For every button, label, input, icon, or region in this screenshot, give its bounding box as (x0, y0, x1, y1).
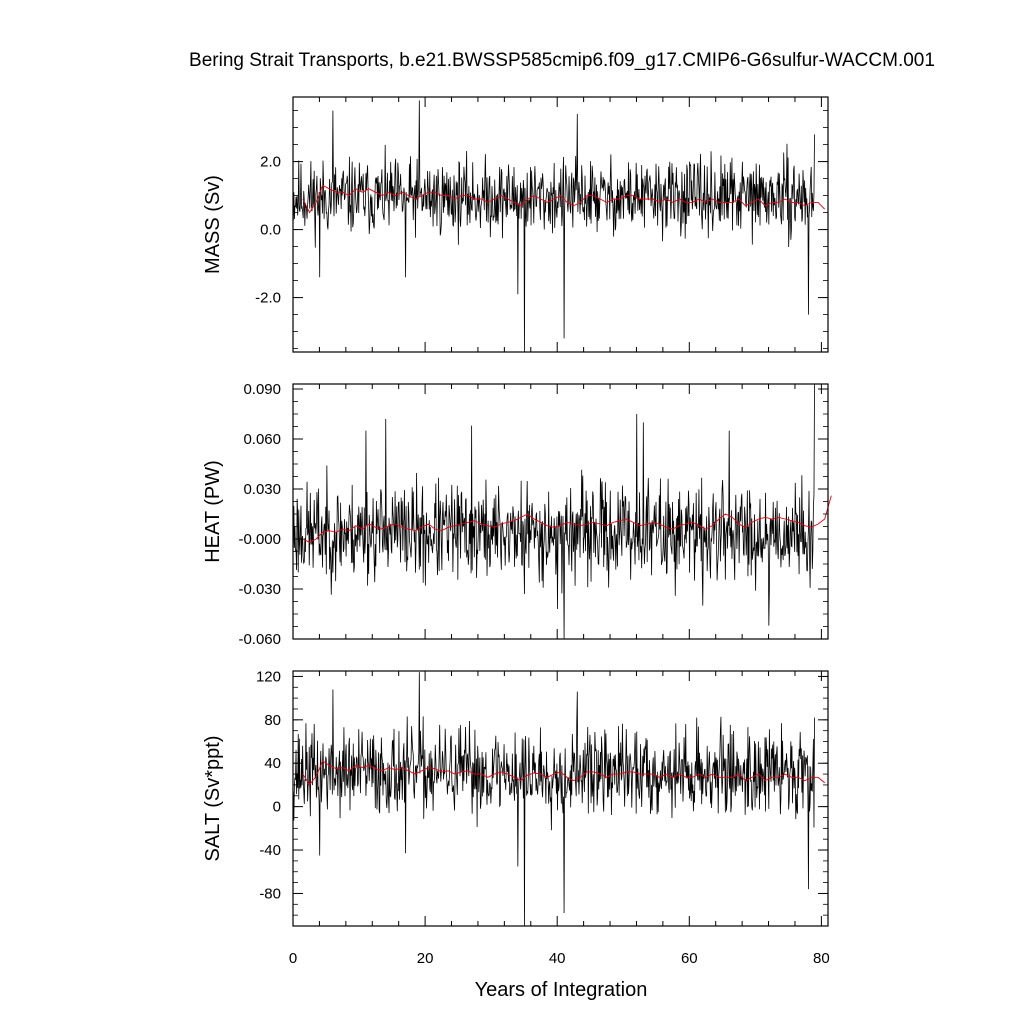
y-tick-label: -0.000 (238, 531, 281, 548)
panel-frame (292, 383, 829, 640)
y-tick-label: -0.030 (238, 581, 281, 598)
x-tick-label: 0 (289, 950, 297, 967)
y-tick-label: -80 (259, 885, 281, 902)
series-annual-mean-line (302, 495, 832, 543)
y-axis-label: HEAT (PW) (202, 460, 224, 563)
y-tick-label: 0.090 (243, 381, 281, 398)
y-tick-label: -40 (259, 842, 281, 859)
y-tick-label: 80 (264, 712, 281, 729)
y-tick-label: 0.0 (260, 222, 281, 239)
y-tick-label: 120 (256, 668, 281, 685)
panel-1: 2.0 0.0 -2.0 MASS (Sv) (202, 96, 829, 353)
y-tick-label: 0.030 (243, 481, 281, 498)
panel-2: 0.090 0.060 0.030 -0.000 -0.030 -0.060 HEAT (P… (202, 381, 832, 648)
y-tick-label: 2.0 (260, 154, 281, 171)
chart-title: Bering Strait Transports, b.e21.BWSSP585… (189, 50, 935, 71)
y-tick-label: -0.060 (238, 631, 281, 648)
panel-frame (292, 96, 829, 353)
x-tick-label: 60 (681, 950, 698, 967)
panel-frame (292, 670, 829, 927)
series-annual-mean-line (302, 184, 826, 214)
x-tick-label: 20 (417, 950, 434, 967)
panel-3: 120 80 40 0 -40 -80 SALT (Sv*ppt) 0 20 40 60 80 (202, 668, 830, 967)
x-tick-label: 80 (813, 950, 830, 967)
series-monthly-line (292, 100, 815, 353)
y-tick-label: 0 (273, 799, 281, 816)
y-tick-label: 0.060 (243, 431, 281, 448)
y-tick-label: 40 (264, 755, 281, 772)
panels: 2.0 0.0 -2.0 MASS (Sv) 0.090 0.060 0.030 -0.000… (202, 96, 832, 967)
x-axis-label: Years of Integration (475, 979, 648, 1001)
y-tick-label: -2.0 (255, 290, 281, 307)
x-tick-label: 40 (549, 950, 566, 967)
series-monthly-line (292, 383, 815, 640)
series-monthly-line (292, 672, 815, 927)
series-annual-mean-line (302, 760, 825, 786)
y-axis-label: SALT (Sv*ppt) (202, 736, 224, 862)
y-axis-label: MASS (Sv) (202, 175, 224, 274)
